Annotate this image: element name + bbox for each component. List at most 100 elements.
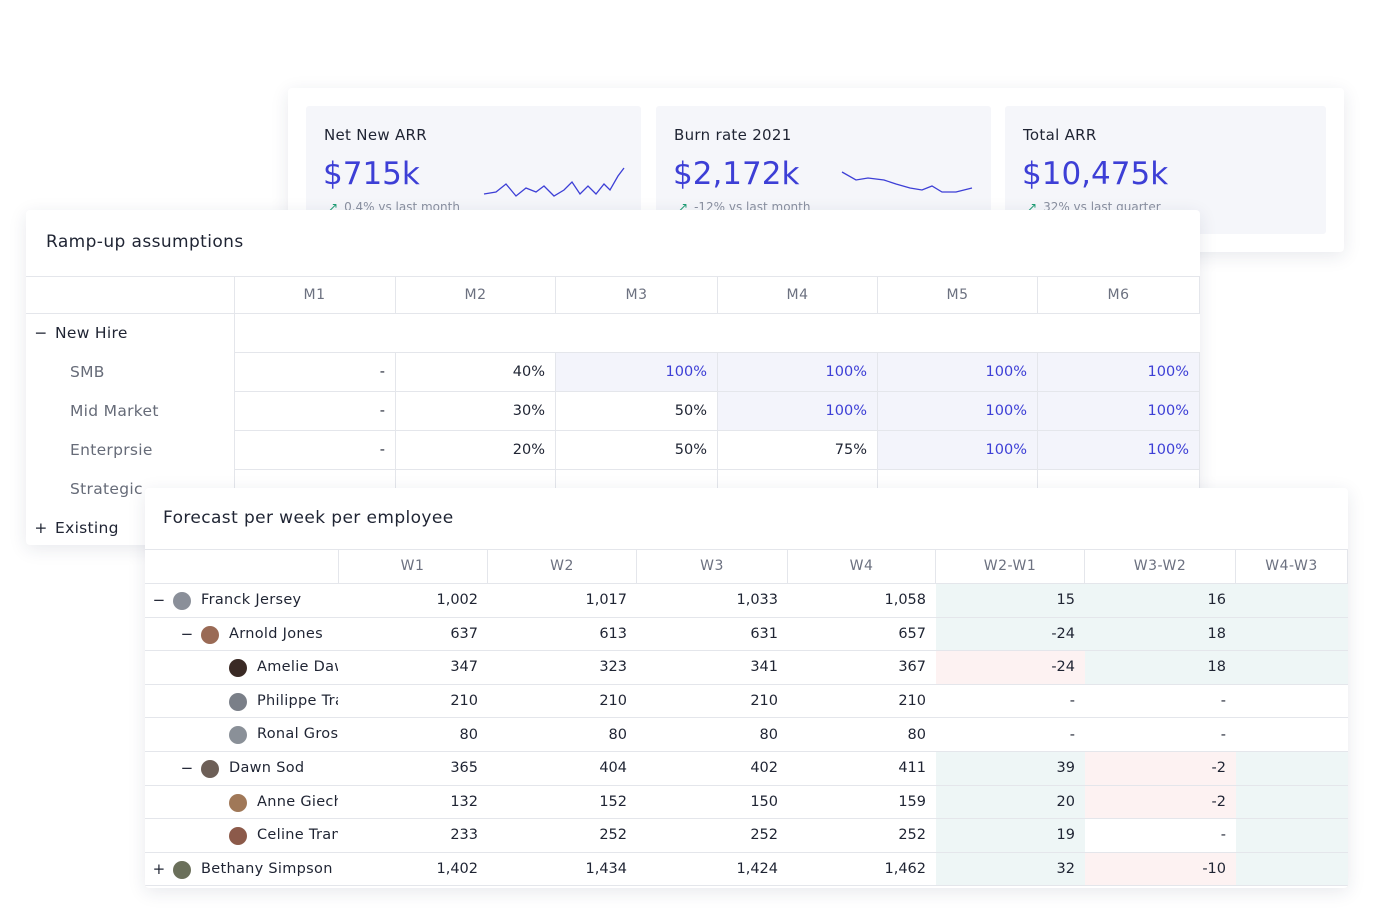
value-cell: 404 (488, 752, 637, 786)
value-cell: 80 (788, 718, 936, 752)
value-cell: 30% (396, 392, 556, 431)
value-cell: 1,434 (488, 852, 637, 887)
value-cell: 15 (936, 584, 1085, 618)
value-cell: - (936, 684, 1085, 719)
value-cell (1236, 684, 1348, 719)
value-cell: 210 (637, 684, 788, 719)
value-cell: 252 (788, 819, 936, 853)
row-label: Mid Market (70, 402, 159, 420)
value-cell: 100% (556, 353, 718, 392)
value-cell: 210 (488, 684, 637, 719)
group-label: Existing (55, 519, 119, 537)
value-cell: -24 (936, 651, 1085, 685)
row-label: Strategic (70, 480, 143, 498)
sparkline (483, 167, 625, 197)
value-cell: 150 (637, 785, 788, 820)
avatar (229, 659, 247, 678)
avatar (229, 726, 247, 745)
kpi-value: $715k (323, 156, 420, 192)
kpi-value: $10,475k (1022, 156, 1169, 192)
avatar (229, 692, 247, 711)
value-cell: 80 (488, 718, 637, 752)
value-cell (1236, 651, 1348, 685)
value-cell: 1,058 (788, 584, 936, 618)
value-cell: 347 (338, 651, 488, 685)
employee-name: Franck Jersey (201, 592, 302, 608)
value-cell (1236, 852, 1348, 887)
value-cell: 323 (488, 651, 637, 685)
value-cell (1236, 785, 1348, 820)
value-cell: 252 (637, 819, 788, 853)
kpi-title: Burn rate 2021 (674, 126, 792, 144)
expand-toggle: − (180, 624, 194, 643)
value-cell: 631 (637, 617, 788, 652)
value-cell: 100% (1038, 353, 1200, 392)
expand-toggle: − (180, 759, 194, 777)
value-cell: 402 (637, 752, 788, 786)
value-cell: 16 (1085, 584, 1236, 618)
column-header: W4-W3 (1236, 549, 1348, 584)
header-cell (26, 276, 235, 314)
value-cell: 100% (718, 353, 878, 392)
column-header: M1 (234, 276, 396, 314)
value-cell: 100% (878, 431, 1038, 470)
value-cell: -24 (936, 617, 1085, 652)
rule (145, 549, 1348, 550)
column-header: W4 (788, 549, 936, 584)
employee-name: Philippe Tray (257, 692, 354, 709)
expand-toggle: − (34, 324, 48, 342)
forecast-card: Forecast per week per employee W1 W2 W3 W4 W… (145, 488, 1348, 888)
value-cell: 20 (936, 785, 1085, 820)
value-cell (1236, 752, 1348, 786)
column-header: M2 (396, 276, 556, 314)
value-cell: -10 (1085, 852, 1236, 887)
value-cell: 18 (1085, 617, 1236, 652)
card-title: Forecast per week per employee (163, 508, 454, 528)
value-cell: 210 (788, 684, 936, 719)
value-cell: - (1085, 684, 1236, 719)
value-cell: 159 (788, 785, 936, 820)
value-cell: 367 (788, 651, 936, 685)
group-label: New Hire (55, 324, 128, 342)
value-cell: 100% (718, 392, 878, 431)
value-cell: 657 (788, 617, 936, 652)
avatar (229, 793, 247, 812)
group-band (234, 314, 1200, 353)
value-cell: 1,462 (788, 852, 936, 887)
value-cell: - (1085, 819, 1236, 853)
value-cell: - (234, 431, 396, 470)
value-cell: 50% (556, 392, 718, 431)
value-cell: 341 (637, 651, 788, 685)
employee-name: Anne Giech (257, 793, 344, 810)
column-header: W2-W1 (936, 549, 1085, 584)
value-cell: 210 (338, 684, 488, 719)
value-cell: 613 (488, 617, 637, 652)
avatar (173, 592, 191, 610)
value-cell: 365 (338, 752, 488, 786)
header-cell (145, 549, 339, 584)
kpi-title: Net New ARR (324, 126, 427, 144)
value-cell: 100% (1038, 392, 1200, 431)
card-title: Ramp-up assumptions (46, 232, 244, 252)
expand-toggle: − (152, 591, 166, 609)
value-cell: 18 (1085, 651, 1236, 685)
avatar (201, 625, 219, 644)
column-header: M6 (1038, 276, 1200, 314)
expand-toggle: + (152, 859, 166, 878)
value-cell: 637 (338, 617, 488, 652)
value-cell: -2 (1085, 752, 1236, 786)
sparkline (841, 171, 973, 193)
value-cell: 100% (878, 392, 1038, 431)
kpi-value: $2,172k (673, 156, 800, 192)
value-cell: -2 (1085, 785, 1236, 820)
column-header: M5 (878, 276, 1038, 314)
value-cell (1236, 584, 1348, 618)
value-cell: 233 (338, 819, 488, 853)
value-cell: 20% (396, 431, 556, 470)
avatar (173, 860, 191, 879)
value-cell: 50% (556, 431, 718, 470)
value-cell (1236, 718, 1348, 752)
column-header: M3 (556, 276, 718, 314)
avatar (229, 827, 247, 846)
